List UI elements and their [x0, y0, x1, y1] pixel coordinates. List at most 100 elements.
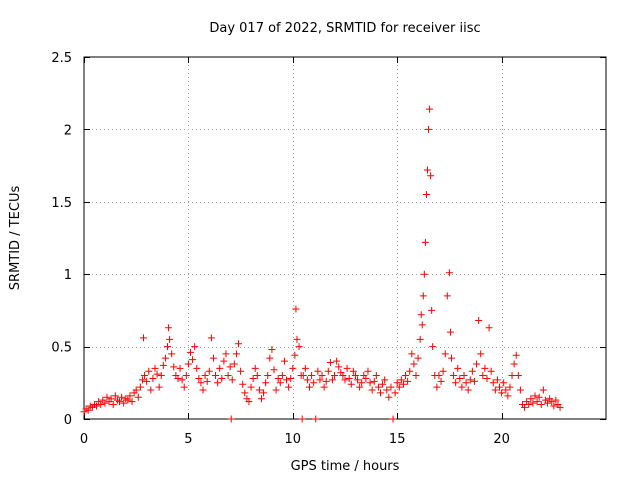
data-point [153, 370, 161, 378]
data-point [345, 374, 353, 382]
data-point [203, 377, 211, 385]
data-point [426, 105, 434, 113]
data-point [429, 343, 437, 351]
data-point [479, 372, 487, 380]
data-point [516, 386, 524, 394]
data-point [412, 372, 420, 380]
data-point [421, 238, 429, 246]
data-point [333, 357, 341, 365]
data-point [423, 166, 431, 174]
data-point [151, 364, 159, 372]
data-point [537, 401, 545, 409]
data-point [136, 383, 144, 391]
data-point [107, 395, 115, 403]
data-point [168, 350, 176, 358]
data-point [191, 343, 199, 351]
data-point [406, 367, 414, 375]
data-point [205, 367, 213, 375]
data-point [293, 335, 301, 343]
data-point [245, 398, 253, 406]
data-point [502, 386, 510, 394]
data-point [230, 360, 238, 368]
data-point [103, 393, 111, 401]
x-tick-label: 15 [389, 432, 406, 447]
data-point [182, 372, 190, 380]
data-point [443, 292, 451, 300]
data-point [529, 399, 537, 407]
data-point [303, 376, 311, 384]
data-point [134, 393, 142, 401]
y-tick-label: 1 [64, 268, 72, 283]
data-point [473, 360, 481, 368]
data-point [155, 383, 163, 391]
data-point [552, 396, 560, 404]
data-point [324, 367, 332, 375]
data-point [481, 364, 489, 372]
data-point [379, 380, 387, 388]
x-tick-label: 10 [285, 432, 302, 447]
data-point [195, 374, 203, 382]
data-point [493, 376, 501, 384]
data-point [84, 406, 92, 414]
data-point [349, 367, 357, 375]
data-point [159, 361, 167, 369]
data-point [320, 383, 328, 391]
data-point [235, 340, 243, 348]
data-point [351, 372, 359, 380]
data-point [339, 372, 347, 380]
data-point [111, 392, 119, 400]
data-point [470, 377, 478, 385]
data-point [450, 372, 458, 380]
data-point [521, 403, 529, 411]
data-point [514, 372, 522, 380]
data-point [391, 389, 399, 397]
data-point [387, 383, 395, 391]
x-tick-label: 5 [184, 432, 192, 447]
data-point [124, 396, 132, 404]
data-point [291, 351, 299, 359]
data-point [454, 364, 462, 372]
data-point [141, 372, 149, 380]
x-tick-label: 0 [80, 432, 88, 447]
data-point [184, 360, 192, 368]
data-point [531, 392, 539, 400]
data-point [383, 386, 391, 394]
data-point [466, 376, 474, 384]
data-point [170, 363, 178, 371]
data-point [416, 335, 424, 343]
data-point [491, 386, 499, 394]
data-point [393, 379, 401, 387]
data-point [214, 379, 222, 387]
data-point [97, 401, 105, 409]
data-point [157, 372, 165, 380]
data-point [550, 402, 558, 410]
data-point [264, 372, 272, 380]
data-point [147, 386, 155, 394]
data-point [128, 398, 136, 406]
y-axis-label: SRMTID / TECUs [8, 186, 23, 291]
data-point [428, 306, 436, 314]
data-point [539, 386, 547, 394]
data-point [132, 386, 140, 394]
data-point [272, 386, 280, 394]
chart-title: Day 017 of 2022, SRMTID for receiver iis… [209, 21, 480, 36]
data-point [362, 374, 370, 382]
data-point [512, 351, 520, 359]
data-point [126, 392, 134, 400]
data-point [368, 386, 376, 394]
data-point [475, 317, 483, 325]
data-point [447, 354, 455, 362]
data-point [174, 374, 182, 382]
data-point [222, 350, 230, 358]
data-point [435, 372, 443, 380]
data-point [257, 395, 265, 403]
data-point [93, 402, 101, 410]
data-point [287, 374, 295, 382]
data-point [251, 364, 259, 372]
data-point [496, 383, 504, 391]
data-point [212, 372, 220, 380]
data-point [118, 393, 126, 401]
data-point [318, 372, 326, 380]
data-point [498, 389, 506, 397]
data-point [417, 311, 425, 319]
